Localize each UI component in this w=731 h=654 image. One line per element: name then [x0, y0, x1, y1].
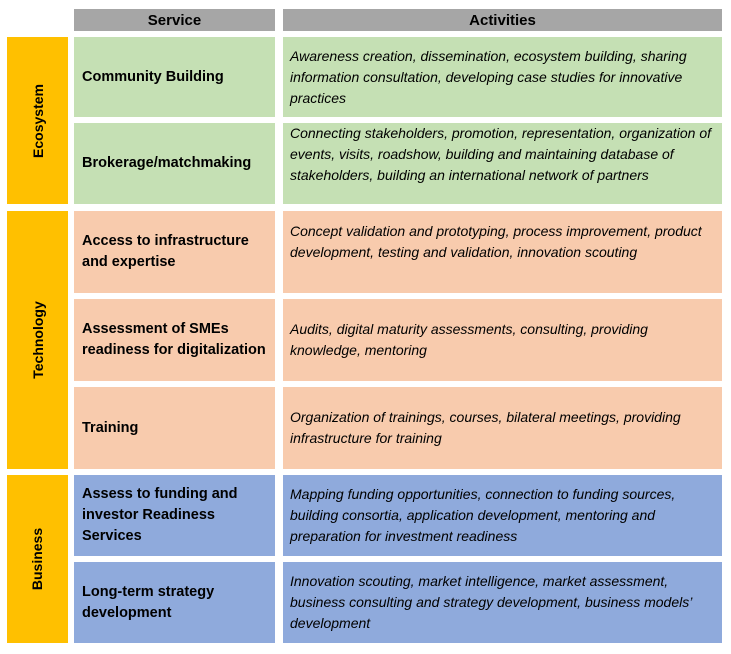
- service-column-header: Service: [74, 9, 275, 31]
- activities-cell: Concept validation and prototyping, proc…: [283, 211, 722, 293]
- service-cell: Assess to funding and investor Readiness…: [74, 475, 275, 556]
- service-cell: Long-term strategy development: [74, 562, 275, 643]
- activities-text: Mapping funding opportunities, connectio…: [290, 486, 676, 544]
- service-name: Community Building: [82, 68, 224, 85]
- activities-cell: Innovation scouting, market intelligence…: [283, 562, 722, 643]
- service-name: Long-term strategy development: [82, 583, 215, 621]
- category-business: Business: [7, 475, 68, 643]
- category-label: Ecosystem: [29, 83, 46, 158]
- activities-header-label: Activities: [469, 11, 536, 29]
- service-cell: Access to infrastructure and expertise: [74, 211, 275, 293]
- activities-cell: Awareness creation, dissemination, ecosy…: [283, 37, 722, 117]
- category-ecosystem: Ecosystem: [7, 37, 68, 204]
- service-cell: Assessment of SMEs readiness for digital…: [74, 299, 275, 381]
- service-header-label: Service: [147, 11, 202, 29]
- service-cell: Training: [74, 387, 275, 469]
- activities-cell: Organization of trainings, courses, bila…: [283, 387, 722, 469]
- category-label: Business: [29, 527, 46, 591]
- service-name: Access to infrastructure and expertise: [82, 233, 249, 270]
- service-cell: Community Building: [74, 37, 275, 117]
- activities-text: Innovation scouting, market intelligence…: [290, 573, 692, 631]
- activities-text: Awareness creation, dissemination, ecosy…: [290, 48, 687, 106]
- service-name: Brokerage/matchmaking: [82, 155, 252, 171]
- activities-text: Concept validation and prototyping, proc…: [290, 223, 702, 260]
- activities-cell: Mapping funding opportunities, connectio…: [283, 475, 722, 556]
- service-cell: Brokerage/matchmaking: [74, 123, 275, 204]
- category-technology: Technology: [7, 211, 68, 469]
- activities-text: Connecting stakeholders, promotion, repr…: [290, 125, 712, 183]
- activities-text: Audits, digital maturity assessments, co…: [290, 321, 648, 358]
- service-name: Assessment of SMEs readiness for digital…: [82, 321, 266, 358]
- activities-cell: Audits, digital maturity assessments, co…: [283, 299, 722, 381]
- activities-text: Organization of trainings, courses, bila…: [290, 409, 681, 446]
- service-name: Training: [82, 419, 139, 436]
- activities-cell: Connecting stakeholders, promotion, repr…: [283, 123, 722, 204]
- service-name: Assess to funding and investor Readiness…: [82, 486, 238, 544]
- category-label: Technology: [29, 301, 46, 379]
- activities-column-header: Activities: [283, 9, 722, 31]
